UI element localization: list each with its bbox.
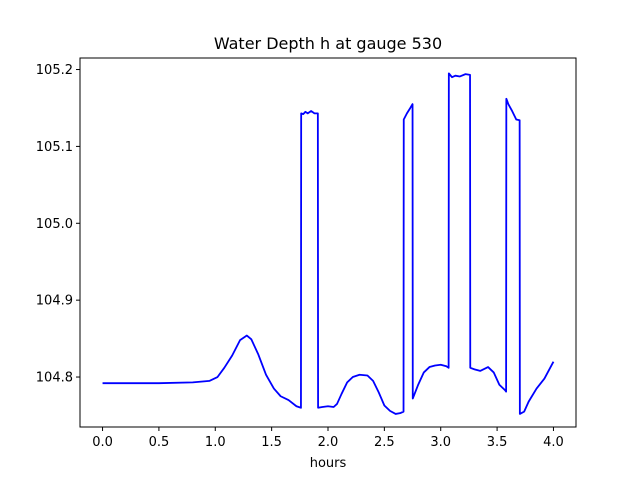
y-tick-label: 105.2: [36, 63, 73, 78]
x-axis-ticks: 0.0 0.5 1.0 1.5 2.0 2.5 3.0 3.5 4.0: [92, 427, 564, 450]
x-tick-label: 3.0: [430, 435, 451, 450]
x-tick-label: 3.5: [487, 435, 508, 450]
y-tick-label: 105.1: [36, 140, 73, 155]
plot-frame: [79, 57, 577, 428]
x-tick-label: 1.0: [205, 435, 226, 450]
y-axis-ticks: 104.8 104.9 105.0 105.1 105.2: [36, 63, 80, 386]
x-tick-label: 2.0: [318, 435, 339, 450]
x-tick-label: 4.0: [543, 435, 564, 450]
series-line-water-depth: [102, 72, 555, 415]
x-tick-label: 2.5: [374, 435, 395, 450]
x-tick-label: 1.5: [261, 435, 282, 450]
x-tick-label: 0.5: [149, 435, 170, 450]
y-tick-label: 105.0: [36, 217, 73, 232]
y-tick-label: 104.9: [36, 294, 73, 309]
x-axis-label: hours: [310, 456, 347, 471]
y-tick-label: 104.8: [36, 371, 73, 386]
chart-title: Water Depth h at gauge 530: [214, 34, 442, 53]
x-tick-label: 0.0: [92, 435, 113, 450]
